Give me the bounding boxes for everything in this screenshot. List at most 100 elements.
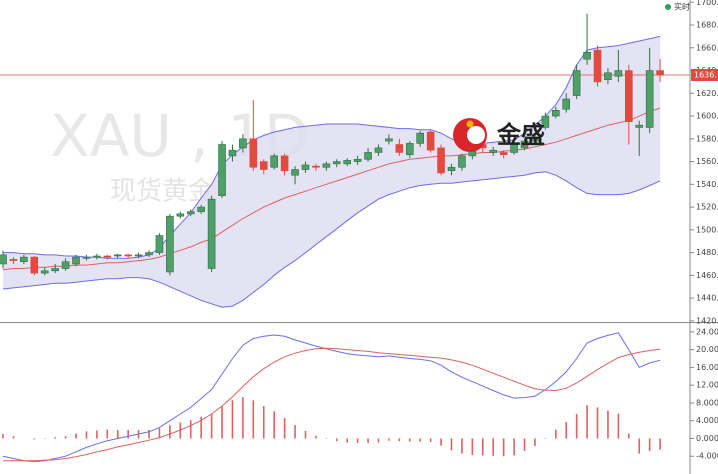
histogram-bar — [440, 438, 442, 446]
candle-body — [499, 152, 508, 156]
candle-body — [113, 254, 122, 257]
y-tick-label: 1680.00 — [696, 21, 718, 30]
candle-body — [489, 149, 498, 153]
last-price-label: 1636.1 — [694, 70, 718, 79]
y-tick-label: 1580.00 — [696, 134, 718, 143]
candle-body — [134, 254, 143, 257]
y-tick-label: -4.000 — [696, 452, 718, 461]
histogram-bar — [607, 410, 609, 439]
histogram-bar — [461, 438, 463, 454]
candle-body — [353, 158, 362, 162]
histogram-bar — [628, 433, 630, 439]
y-tick-label: 0.0000 — [696, 434, 718, 443]
candle-body — [270, 155, 278, 168]
candle-body — [656, 70, 664, 76]
candle-body — [124, 254, 132, 257]
candle-body — [645, 70, 654, 128]
logo-dot — [466, 120, 474, 128]
histogram-bar — [242, 397, 244, 439]
candle-body — [249, 138, 258, 168]
histogram-bar — [210, 414, 213, 439]
histogram-bar — [367, 438, 369, 443]
histogram-bar — [408, 438, 411, 442]
candle-body — [322, 163, 331, 168]
candle-body — [218, 144, 226, 197]
candle-body — [207, 198, 216, 269]
histogram-bar — [12, 436, 15, 439]
candle-body — [458, 155, 466, 168]
candle-body — [280, 155, 289, 171]
macd-line — [2, 332, 661, 463]
candle-body — [312, 165, 320, 168]
candle-body — [176, 213, 185, 217]
histogram-bar — [315, 435, 317, 439]
candle-body — [197, 206, 205, 212]
candle-body — [291, 169, 299, 176]
histogram-bar — [617, 413, 620, 439]
candle-body — [395, 144, 404, 153]
histogram-bar — [169, 425, 171, 439]
candle-body — [145, 252, 153, 256]
histogram-bar — [586, 405, 588, 439]
y-tick-label: 1620.00 — [696, 89, 718, 98]
candle-body — [51, 268, 59, 272]
histogram-bar — [273, 411, 275, 439]
y-tick-label: 20.000 — [696, 345, 718, 354]
candle-body — [437, 147, 445, 174]
histogram-bar — [554, 429, 557, 439]
histogram-bar — [148, 430, 150, 439]
y-tick-label: 1440.00 — [696, 294, 718, 303]
legend-dot — [665, 4, 671, 10]
candle-body — [93, 255, 101, 258]
histogram-bar — [294, 425, 296, 439]
histogram-bar — [523, 438, 526, 451]
y-tick-label: 1700.00 — [696, 0, 718, 7]
candle-body — [30, 256, 39, 274]
candle-body — [531, 138, 539, 142]
y-tick-label: 12.000 — [696, 381, 718, 390]
logo: 金盛 — [453, 118, 545, 152]
histogram-bar — [534, 438, 536, 447]
histogram-bar — [75, 433, 77, 439]
histogram-bar — [638, 438, 641, 454]
y-tick-label: 1420.00 — [696, 316, 718, 325]
candle-body — [9, 259, 18, 261]
histogram-bar — [106, 429, 109, 439]
candle-body — [541, 115, 550, 128]
candle-body — [572, 70, 581, 96]
y-tick-label: 8.0000 — [696, 398, 718, 407]
histogram-bar — [304, 430, 307, 439]
histogram-bar — [596, 407, 599, 439]
histogram-bar — [116, 430, 119, 439]
candle-body — [583, 52, 591, 60]
candle-body — [374, 147, 383, 153]
logo-icon-inner — [467, 126, 485, 144]
candle-body — [624, 70, 633, 123]
histogram-bar — [648, 438, 651, 451]
histogram-bar — [513, 438, 515, 456]
histogram-bar — [398, 438, 401, 442]
histogram-bar — [158, 428, 161, 439]
candle-body — [562, 98, 571, 110]
candle-body — [166, 215, 174, 273]
candle-body — [385, 138, 393, 142]
histogram-bar — [429, 438, 432, 443]
histogram-bar — [377, 438, 380, 443]
candle-body — [155, 235, 164, 253]
y-tick-label: 24.000 — [696, 327, 718, 336]
candle-body — [520, 140, 529, 149]
candle-body — [239, 138, 247, 149]
histogram-bar — [200, 416, 202, 439]
y-tick-label: 1560.00 — [696, 157, 718, 166]
histogram-bar — [96, 430, 98, 439]
histogram-bar — [189, 420, 192, 439]
histogram-bar — [231, 400, 234, 439]
histogram-bar — [565, 422, 568, 439]
histogram-bar — [471, 438, 474, 455]
y-tick-label: 1480.00 — [696, 248, 718, 257]
candle-body — [228, 149, 237, 157]
histogram-bar — [481, 438, 484, 456]
histogram-bar — [33, 438, 36, 440]
candle-body — [426, 131, 435, 151]
y-tick-label: 1500.00 — [696, 225, 718, 234]
